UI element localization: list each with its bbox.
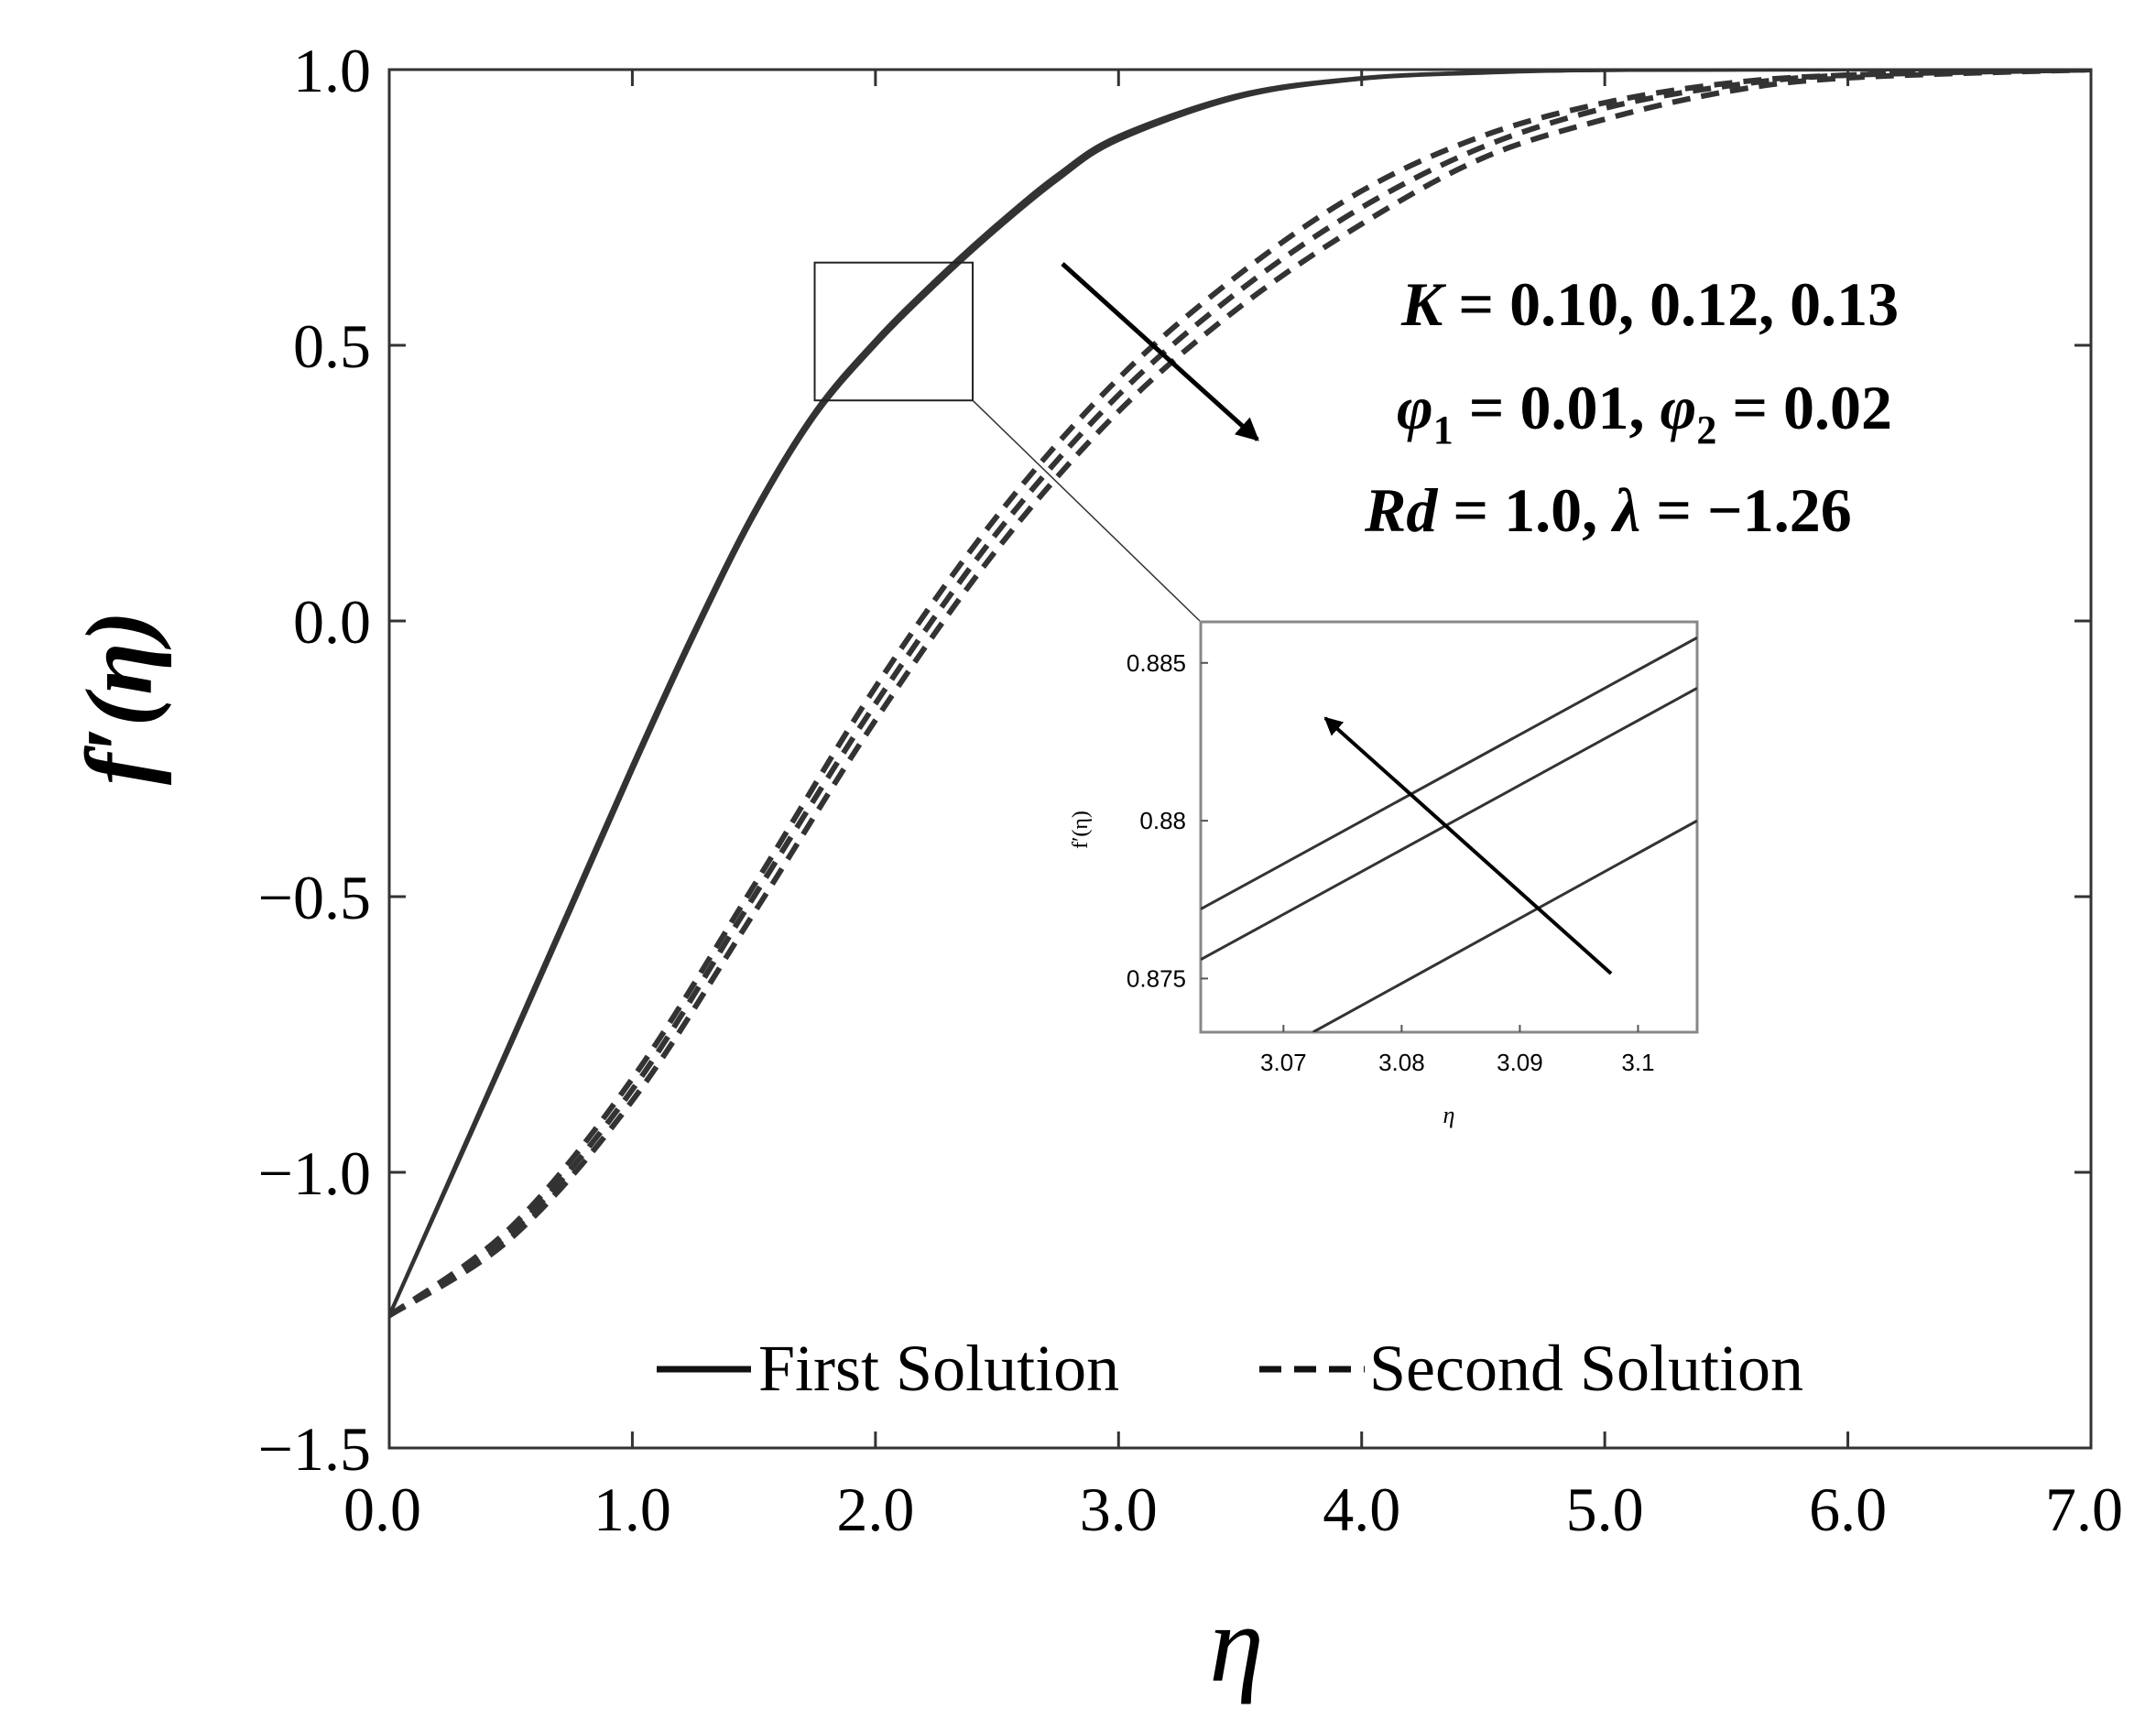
annotation-line-phi: φ1 = 0.01, φ2 = 0.02 [1397,373,1892,452]
annotation-line-rd: Rd = 1.0, λ = −1.26 [1364,475,1852,545]
y-tick-label: −1.5 [258,1414,371,1484]
y-tick-label: −0.5 [258,863,371,932]
inset-y-tick-label: 0.875 [1127,964,1186,992]
y-tick-label: −1.0 [258,1138,371,1208]
inset-x-tick-label: 3.08 [1378,1049,1425,1076]
legend-label-first-solution: First Solution [758,1332,1119,1405]
inset-x-tick-label: 3.07 [1260,1049,1307,1076]
annotation-line-k: K = 0.10, 0.12, 0.13 [1400,269,1899,339]
x-tick-label: 2.0 [836,1475,914,1544]
parameter-annotation: K = 0.10, 0.12, 0.13 φ1 = 0.01, φ2 = 0.0… [1364,269,1899,545]
x-tick-label: 3.0 [1080,1475,1158,1544]
y-tick-label: 0.0 [293,587,371,657]
y-tick-label: 0.5 [293,311,371,381]
x-tick-label: 1.0 [593,1475,671,1544]
main-plot: 0.0 1.0 2.0 3.0 4.0 5.0 6.0 7.0 1.0 0.5 0.0 −0.5 −1… [258,36,2123,1544]
y-axis-label: f′(η) [67,611,172,785]
x-tick-label: 7.0 [2045,1475,2123,1544]
inset-y-tick-label: 0.88 [1139,807,1186,834]
inset-y-tick-label: 0.885 [1127,649,1186,677]
x-tick-label: 6.0 [1809,1475,1887,1544]
legend-label-second-solution: Second Solution [1369,1332,1803,1405]
x-tick-label: 4.0 [1323,1475,1400,1544]
inset-y-axis-label: f′(η) [1069,811,1093,849]
x-tick-label: 5.0 [1566,1475,1644,1544]
inset-x-axis-label: η [1443,1102,1455,1128]
x-axis-label: η [1209,1583,1264,1704]
inset-x-tick-label: 3.1 [1621,1049,1654,1076]
inset-x-tick-label: 3.09 [1497,1049,1543,1076]
y-tick-label: 1.0 [293,36,371,105]
x-tick-label: 0.0 [343,1475,421,1544]
